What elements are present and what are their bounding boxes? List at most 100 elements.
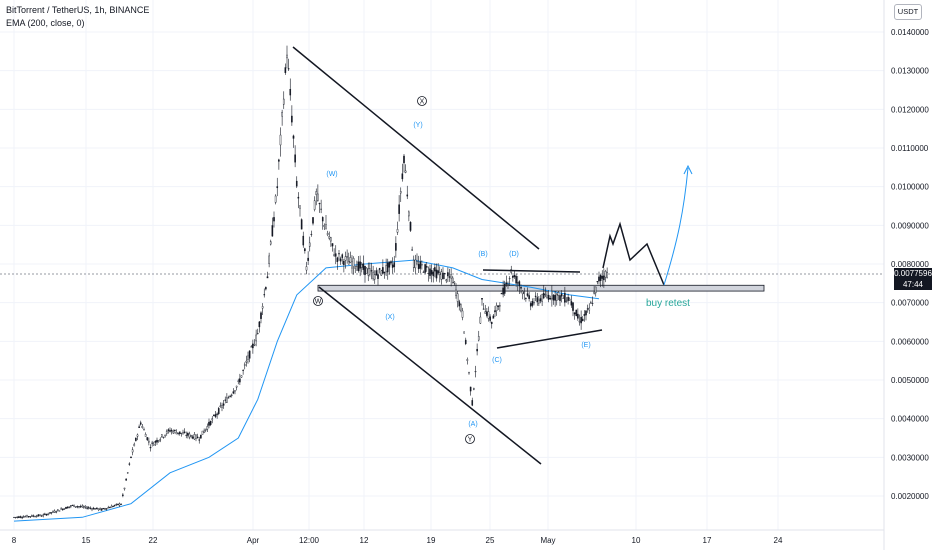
candle-body (300, 219, 303, 230)
candle-body (499, 305, 501, 307)
candle-body (412, 259, 415, 268)
candle-body (187, 433, 189, 436)
candle-body (22, 516, 25, 518)
candle-body (104, 508, 106, 510)
candle-body (29, 516, 32, 518)
candle-body (404, 170, 407, 173)
candle-body (157, 440, 160, 442)
candle-body (377, 274, 379, 279)
candle-body (190, 435, 192, 437)
candle-body (83, 506, 85, 508)
candle-body (292, 135, 295, 139)
candle-body (456, 293, 459, 302)
projection-arrow-line (663, 167, 689, 286)
candle-body (229, 395, 231, 397)
candle-body (183, 431, 186, 433)
currency-button[interactable]: USDT (894, 4, 922, 20)
support-zone[interactable]: buy retest (317, 284, 765, 309)
candle-body (273, 217, 275, 222)
candle-body (440, 271, 443, 280)
candle-body (357, 261, 360, 272)
candle-body (520, 287, 522, 289)
candle-body (455, 289, 457, 296)
candle-body (32, 515, 35, 517)
candle-body (422, 271, 425, 273)
candle-body (70, 505, 72, 507)
candle-body (126, 472, 129, 474)
candle-body (237, 380, 240, 382)
candle-body (320, 208, 322, 210)
candle-body (26, 515, 28, 518)
candle-body (217, 408, 220, 414)
candle-body (136, 434, 139, 437)
candle-body (401, 173, 404, 180)
candle-body (482, 308, 485, 310)
wave-label: (W) (326, 171, 337, 178)
x-tick-label: 17 (703, 536, 712, 545)
candle-body (321, 217, 324, 222)
candle-body (573, 312, 576, 315)
price-axis[interactable]: 0.0140000 0.0130000 0.0120000 0.0110000 0.01… (883, 0, 929, 550)
candle-body (437, 270, 439, 274)
candle-body (383, 271, 386, 274)
candle-body (542, 292, 545, 299)
y-tick-label: 0.0120000 (891, 105, 929, 114)
wave-label: (A) (468, 421, 477, 428)
candle-body (445, 279, 448, 282)
candle-body (448, 276, 451, 278)
candle-body (206, 426, 209, 430)
candle-body (369, 268, 371, 275)
candle-body (554, 294, 556, 301)
indicator-legend[interactable]: EMA (200, close, 0) (6, 18, 85, 28)
candle-body (162, 436, 165, 438)
candle-body (258, 321, 261, 328)
candle-body (68, 506, 71, 508)
candle-body (60, 508, 62, 510)
candle-body (435, 269, 438, 279)
candle-body (304, 248, 306, 252)
candle-body (539, 298, 542, 302)
trend-drawings[interactable] (292, 46, 693, 465)
candle-body (461, 310, 464, 318)
candle-body (219, 405, 222, 407)
candle-body (526, 293, 529, 296)
candle-body (125, 478, 127, 481)
candle-body (109, 507, 111, 509)
candle-body (557, 292, 560, 296)
candle-body (203, 430, 205, 433)
candle-body (86, 507, 88, 509)
projection-arrow-head (683, 164, 693, 175)
candle-body (606, 272, 608, 279)
candle-body (351, 261, 353, 269)
x-tick-label: 10 (632, 536, 641, 545)
candle-body (216, 413, 218, 415)
candle-body (590, 302, 592, 304)
candle-body (289, 88, 292, 96)
candle-body (224, 399, 227, 401)
candle-body (149, 447, 152, 449)
candle-body (438, 272, 441, 275)
time-axis[interactable]: 8 15 22 Apr 12:00 12 19 25 May 10 17 24 (0, 529, 884, 545)
candle-body (598, 276, 600, 282)
candle-body (278, 159, 280, 162)
candle-body (318, 203, 321, 205)
y-tick-label: 0.0100000 (891, 183, 929, 192)
y-tick-label: 0.0060000 (891, 337, 929, 346)
candle-body (255, 334, 257, 342)
candle-body (37, 514, 40, 517)
candle-body (395, 243, 397, 251)
candle-body (102, 507, 105, 510)
candle-body (281, 111, 283, 117)
candle-body (344, 256, 347, 261)
candle-body (198, 439, 201, 441)
candle-body (61, 508, 64, 511)
circled-wave-marker (313, 296, 323, 306)
candle-body (128, 463, 131, 465)
candle-body (201, 430, 204, 435)
candle-body (213, 414, 215, 416)
candle-body (424, 264, 426, 273)
projection-zigzag (602, 221, 665, 286)
candle-body (44, 513, 46, 515)
candle-body (596, 281, 599, 283)
